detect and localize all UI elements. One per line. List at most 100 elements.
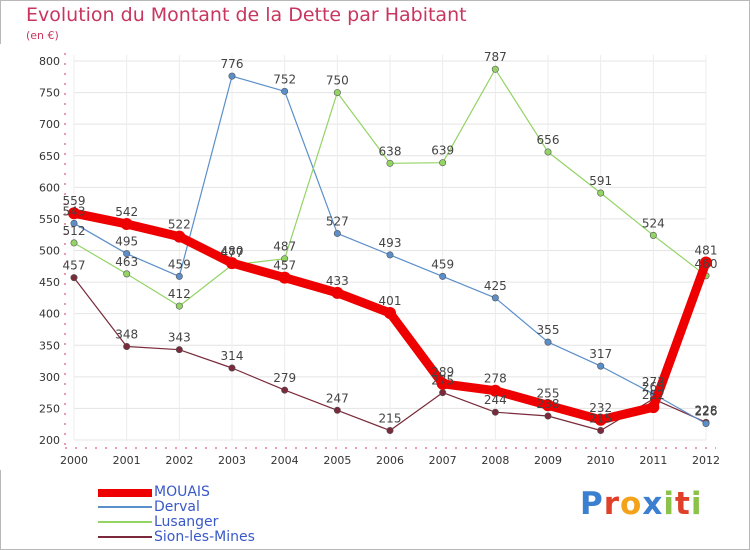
legend-label-derval: Derval	[154, 499, 200, 515]
y-tick-label: 400	[39, 308, 60, 321]
data-point-lusanger	[386, 159, 394, 167]
x-tick-label: 2007	[429, 454, 457, 467]
legend-label-lusanger: Lusanger	[154, 514, 219, 530]
data-point-sion-les-mines	[281, 386, 289, 394]
data-label-sion-les-mines: 244	[484, 393, 507, 407]
data-label-derval: 543	[63, 204, 86, 218]
x-tick-label: 2003	[218, 454, 246, 467]
x-tick-label: 2001	[113, 454, 141, 467]
data-label-sion-les-mines: 279	[273, 371, 296, 385]
x-tick-label: 2006	[376, 454, 404, 467]
data-point-mouais	[384, 307, 396, 320]
y-tick-label: 550	[39, 213, 60, 226]
data-point-mouais	[120, 217, 133, 230]
data-point-derval	[386, 251, 394, 259]
logo-letter: o	[620, 486, 643, 522]
chart-title: Evolution du Montant de la Dette par Hab…	[26, 4, 467, 26]
data-point-mouais	[594, 413, 607, 426]
data-point-lusanger	[175, 302, 183, 310]
legend-swatch-mouais	[98, 489, 152, 497]
data-label-lusanger: 787	[484, 50, 507, 64]
data-label-sion-les-mines: 215	[379, 412, 402, 426]
x-tick-label: 2008	[481, 454, 509, 467]
data-point-mouais	[226, 257, 238, 270]
data-label-sion-les-mines: 228	[695, 403, 718, 417]
data-label-derval: 459	[431, 257, 454, 271]
data-label-sion-les-mines: 314	[221, 349, 244, 363]
legend-swatch-derval	[98, 506, 152, 508]
data-label-derval: 317	[589, 347, 612, 361]
data-point-lusanger	[597, 189, 605, 197]
data-label-derval: 776	[221, 57, 244, 71]
data-label-derval: 355	[537, 323, 560, 337]
data-label-lusanger: 524	[642, 216, 665, 230]
y-tick-label: 200	[39, 434, 60, 447]
data-point-derval	[123, 250, 131, 258]
data-point-lusanger	[649, 231, 657, 239]
data-label-sion-les-mines: 275	[431, 374, 454, 388]
data-point-mouais	[278, 271, 291, 284]
data-label-mouais: 542	[115, 205, 138, 219]
x-tick-label: 2002	[165, 454, 193, 467]
data-label-sion-les-mines: 348	[115, 328, 138, 342]
y-tick-label: 250	[39, 402, 60, 415]
data-point-mouais	[647, 401, 660, 414]
data-point-derval	[702, 420, 710, 428]
data-label-mouais: 252	[642, 388, 665, 402]
data-point-derval	[491, 294, 499, 302]
data-point-sion-les-mines	[123, 343, 131, 351]
y-tick-label: 350	[39, 339, 60, 352]
data-point-lusanger	[123, 270, 131, 278]
data-point-lusanger	[333, 89, 341, 97]
x-tick-label: 2005	[323, 454, 351, 467]
data-point-derval	[439, 272, 447, 280]
data-label-derval: 527	[326, 214, 349, 228]
data-point-derval	[175, 272, 183, 280]
x-tick-label: 2012	[692, 454, 720, 467]
data-point-derval	[228, 72, 236, 80]
y-tick-label: 300	[39, 371, 60, 384]
data-point-lusanger	[281, 255, 289, 263]
logo-letter: P	[580, 486, 604, 522]
data-label-mouais: 401	[379, 294, 402, 308]
data-label-mouais: 433	[326, 274, 349, 288]
data-label-derval: 273	[642, 375, 665, 389]
data-point-mouais	[68, 207, 80, 220]
data-label-lusanger: 477	[221, 246, 244, 260]
data-label-lusanger: 487	[273, 240, 296, 254]
data-label-mouais: 559	[63, 194, 86, 208]
data-label-mouais: 522	[168, 218, 191, 232]
y-tick-label: 700	[39, 118, 60, 131]
data-label-lusanger: 656	[537, 133, 560, 147]
legend-label-sion-les-mines: Sion-les-Mines	[154, 529, 255, 545]
y-tick-label: 750	[39, 87, 60, 100]
y-tick-label: 450	[39, 276, 60, 289]
data-point-sion-les-mines	[386, 427, 394, 435]
x-tick-label: 2009	[534, 454, 562, 467]
x-tick-label: 2011	[639, 454, 667, 467]
data-label-sion-les-mines: 238	[537, 397, 560, 411]
data-label-sion-les-mines: 265	[642, 380, 665, 394]
data-label-lusanger: 512	[63, 224, 86, 238]
data-point-sion-les-mines	[333, 406, 341, 414]
data-point-sion-les-mines	[70, 274, 78, 282]
logo-letter: i	[690, 486, 703, 522]
data-point-sion-les-mines	[544, 412, 552, 420]
data-label-mouais: 289	[431, 365, 454, 379]
data-label-lusanger: 750	[326, 74, 349, 88]
data-label-sion-les-mines: 457	[63, 259, 86, 273]
proxiti-logo: Proxiti	[580, 486, 702, 522]
data-point-mouais	[542, 399, 554, 412]
y-tick-label: 650	[39, 150, 60, 163]
data-point-lusanger	[544, 148, 552, 156]
data-point-derval	[333, 229, 341, 237]
data-point-derval	[70, 219, 78, 227]
data-label-derval: 752	[273, 72, 296, 86]
data-label-mouais: 480	[221, 244, 244, 258]
data-label-derval: 459	[168, 257, 191, 271]
data-label-mouais: 232	[589, 401, 612, 415]
data-point-sion-les-mines	[491, 408, 499, 416]
data-label-mouais: 278	[484, 372, 507, 386]
data-point-mouais	[436, 377, 449, 390]
